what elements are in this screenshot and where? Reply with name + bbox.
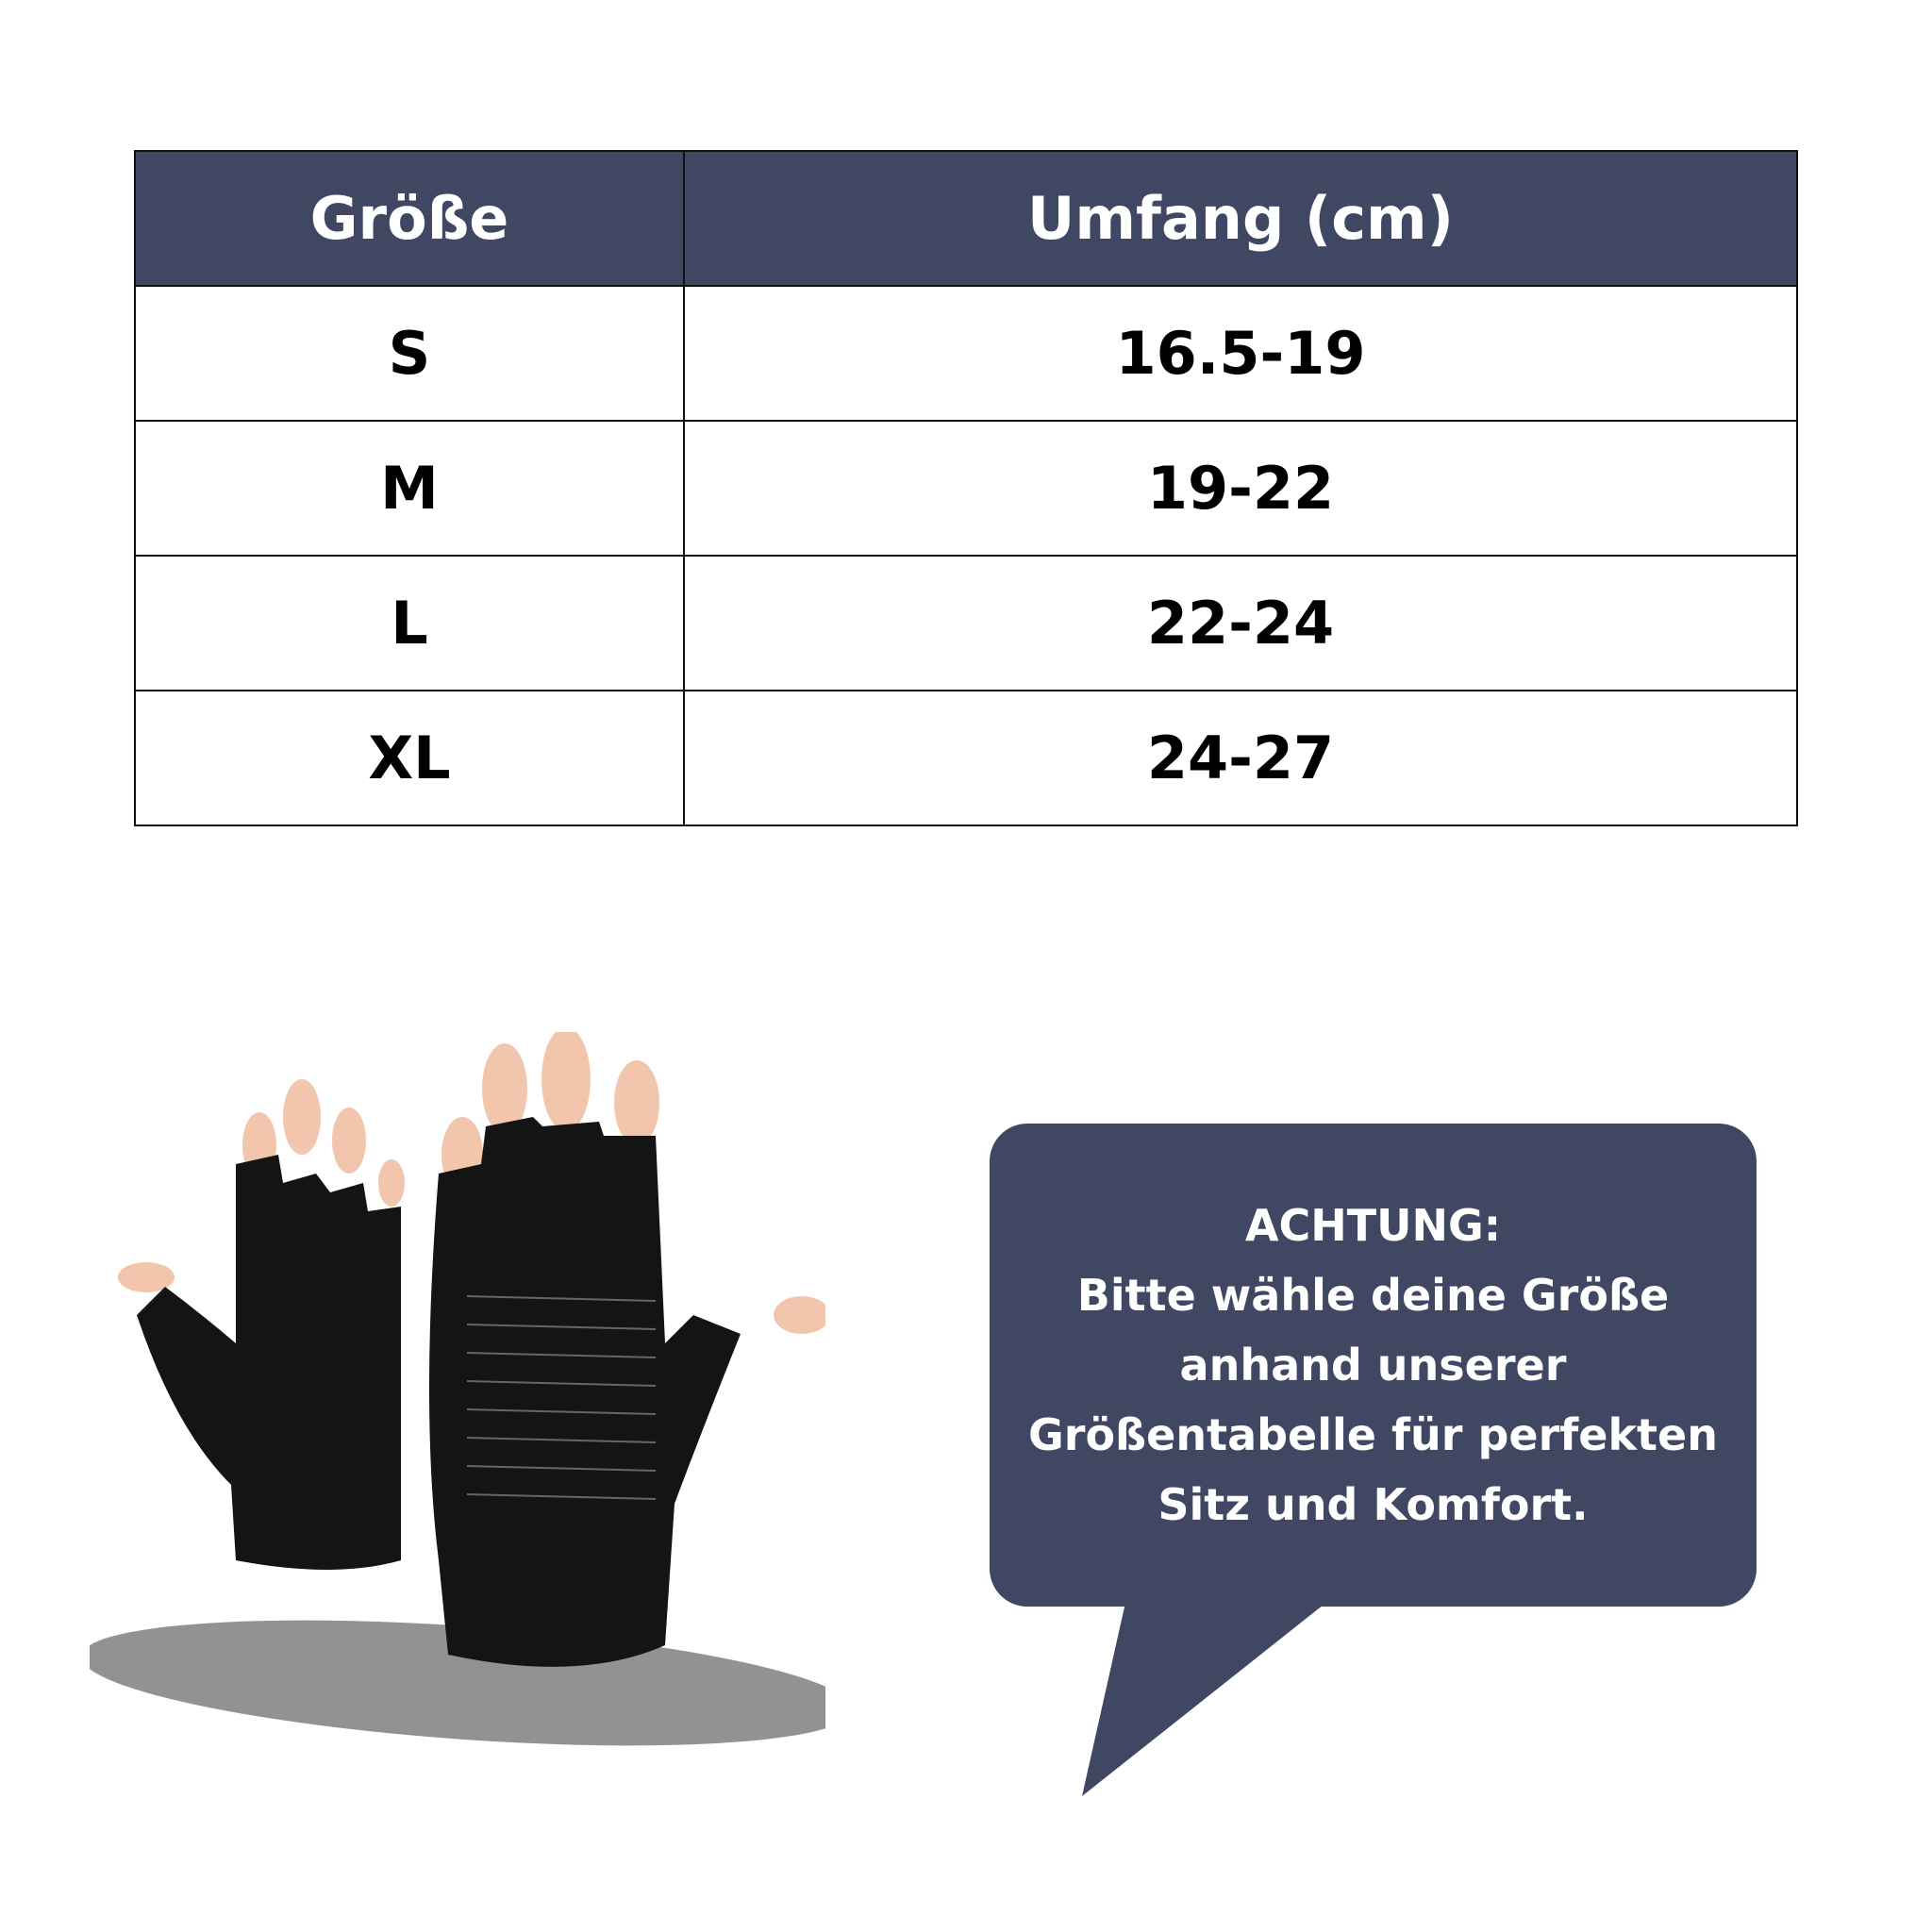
range-cell: 24-27 xyxy=(683,690,1798,826)
range-cell: 22-24 xyxy=(683,555,1798,691)
notice-line: Größentabelle für perfekten xyxy=(1028,1409,1718,1460)
table-header-row: Größe Umfang (cm) xyxy=(134,150,1798,287)
notice-line: Bitte wähle deine Größe xyxy=(1076,1270,1670,1321)
header-size: Größe xyxy=(134,150,685,287)
table-row: XL 24-27 xyxy=(134,690,1798,826)
notice-bubble: ACHTUNG: Bitte wähle deine Größe anhand … xyxy=(990,1124,1757,1607)
size-cell: M xyxy=(134,420,685,557)
size-cell: L xyxy=(134,555,685,691)
size-cell: XL xyxy=(134,690,685,826)
size-chart-table: Größe Umfang (cm) S 16.5-19 M 19-22 L 22… xyxy=(134,150,1798,826)
notice-line: anhand unserer xyxy=(1179,1340,1567,1391)
gloves-image xyxy=(90,1032,825,1746)
size-cell: S xyxy=(134,285,685,422)
table-row: M 19-22 xyxy=(134,420,1798,557)
range-cell: 16.5-19 xyxy=(683,285,1798,422)
notice-title: ACHTUNG: xyxy=(1244,1200,1502,1251)
header-circumference: Umfang (cm) xyxy=(683,150,1798,287)
table-row: S 16.5-19 xyxy=(134,285,1798,422)
table-row: L 22-24 xyxy=(134,555,1798,691)
notice-line: Sitz und Komfort. xyxy=(1158,1479,1589,1530)
range-cell: 19-22 xyxy=(683,420,1798,557)
